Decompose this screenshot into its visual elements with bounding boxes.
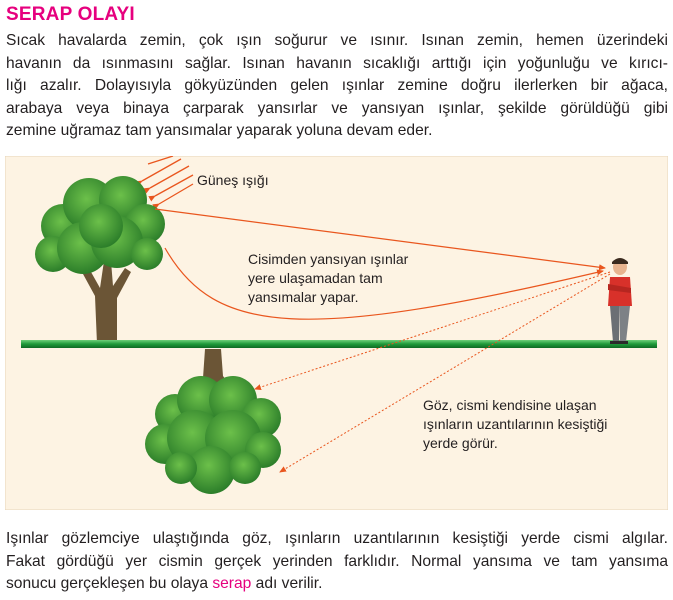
conclusion-text: adı verilir. bbox=[251, 575, 323, 592]
tree-mirage-image bbox=[145, 349, 281, 494]
ground-line bbox=[21, 340, 657, 348]
intro-line: arabaya veya binaya çarparak yansırlar v… bbox=[6, 99, 668, 117]
mirage-illustration bbox=[5, 156, 668, 510]
conclusion-line: Işınlar gözlemciye ulaştığında göz, ışın… bbox=[6, 530, 668, 547]
conclusion-text: sonucu gerçekleşen bu olaya bbox=[6, 575, 213, 592]
reflected-rays-label: Cisimden yansıyan ışınlar yere ulaşamada… bbox=[248, 250, 408, 307]
intro-line: Sıcak havalarda zemin, çok ışın soğurur … bbox=[6, 32, 668, 49]
tree bbox=[35, 176, 165, 344]
reflected-rays-label-line: yere ulaşamadan tam bbox=[248, 270, 383, 286]
observer-person bbox=[608, 258, 632, 344]
eye-perception-label-line: ışınların uzantılarının kesiştiği bbox=[423, 416, 608, 432]
reflected-rays-label-line: yansımalar yapar. bbox=[248, 289, 359, 305]
ray-extensions bbox=[254, 271, 611, 473]
sunlight-label: Güneş ışığı bbox=[197, 172, 269, 188]
tree-trunk bbox=[83, 261, 131, 344]
intro-line: zemine uğramaz tam yansımalar yaparak yo… bbox=[6, 122, 433, 139]
reflected-rays bbox=[154, 208, 606, 320]
eye-perception-label-line: yerde görür. bbox=[423, 435, 498, 451]
mirage-trunk bbox=[195, 349, 235, 408]
eye-perception-label: Göz, cismi kendisine ulaşan ışınların uz… bbox=[423, 396, 607, 453]
intro-paragraph: Sıcak havalarda zemin, çok ışın soğurur … bbox=[6, 30, 668, 143]
tree-foliage bbox=[35, 176, 165, 274]
mirage-foliage bbox=[145, 376, 281, 494]
sunlight-rays bbox=[135, 156, 194, 210]
section-title: SERAP OLAYI bbox=[6, 4, 135, 25]
conclusion-line: sonucu gerçekleşen bu olaya serap adı ve… bbox=[6, 573, 668, 596]
intro-line: lığı azalır. Dolayısıyla gökyüzünden gel… bbox=[6, 77, 668, 94]
mirage-figure: Güneş ışığı Cisimden yansıyan ışınlar ye… bbox=[5, 156, 668, 510]
intro-line: havanın da ısınmasını sağlar. Isınan hav… bbox=[6, 54, 668, 72]
conclusion-line: Fakat gördüğü yer cismin gerçek yerinden… bbox=[6, 552, 668, 570]
reflected-rays-label-line: Cisimden yansıyan ışınlar bbox=[248, 251, 409, 267]
eye-perception-label-line: Göz, cismi kendisine ulaşan bbox=[423, 397, 597, 413]
serap-term: serap bbox=[212, 575, 252, 592]
conclusion-paragraph: Işınlar gözlemciye ulaştığında göz, ışın… bbox=[6, 528, 668, 596]
